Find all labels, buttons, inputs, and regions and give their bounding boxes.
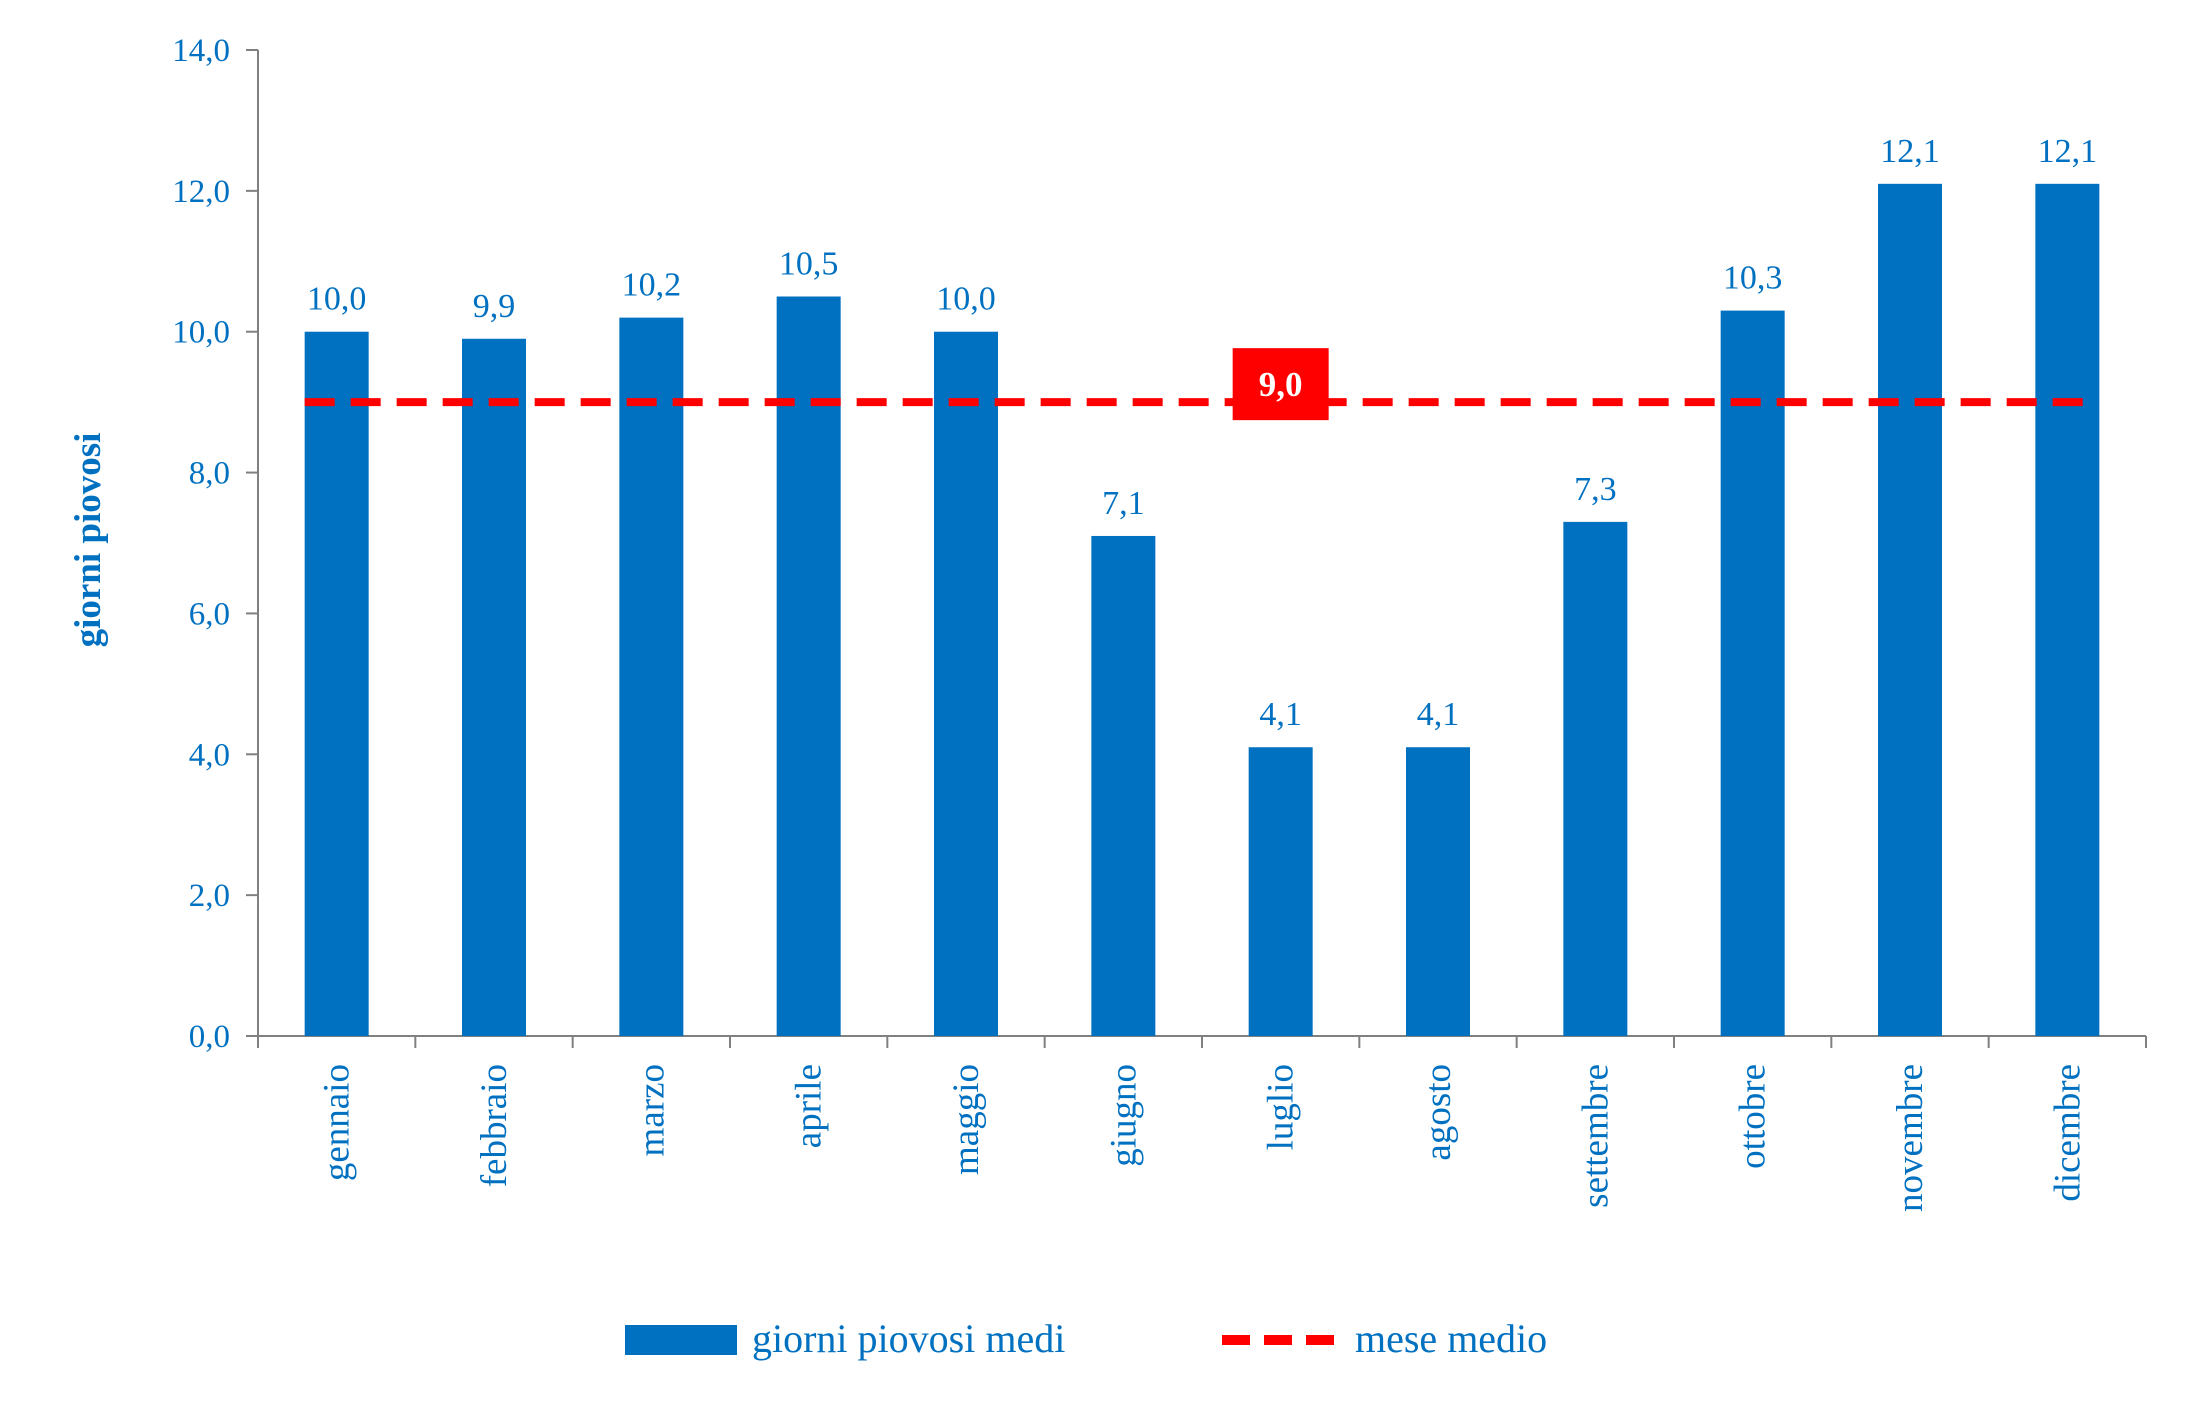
bar-value-label: 9,9: [473, 288, 516, 325]
legend-swatch-bars: [625, 1325, 737, 1355]
bar-febbraio: [462, 338, 526, 1036]
bar-value-label: 12,1: [1880, 133, 1940, 170]
y-tick-label: 0,0: [189, 1019, 230, 1055]
x-category-label: febbraio: [474, 1064, 515, 1187]
x-category-label: luglio: [1261, 1064, 1302, 1150]
bar-value-label: 10,0: [307, 281, 367, 318]
bar-value-label: 10,5: [779, 246, 839, 283]
x-category-label: novembre: [1890, 1064, 1931, 1212]
bar-ottobre: [1720, 310, 1785, 1037]
bar-value-label: 4,1: [1259, 696, 1302, 733]
bar-settembre: [1563, 521, 1628, 1036]
y-tick-label: 14,0: [172, 33, 230, 69]
x-category-label: gennaio: [317, 1064, 358, 1181]
bar-novembre: [1878, 183, 1942, 1037]
bar-value-label: 12,1: [2038, 133, 2098, 170]
legend-label-bars: giorni piovosi medi: [752, 1316, 1065, 1361]
average-value-label: 9,0: [1259, 365, 1303, 404]
bar-value-label: 7,3: [1574, 471, 1617, 508]
y-tick-label: 4,0: [189, 737, 230, 773]
y-tick-label: 2,0: [189, 878, 230, 914]
bar-luglio: [1248, 747, 1313, 1036]
x-category-label: settembre: [1575, 1064, 1616, 1208]
bar-maggio: [934, 331, 998, 1036]
y-tick-label: 8,0: [189, 456, 230, 492]
bar-giugno: [1091, 535, 1156, 1036]
x-category-label: maggio: [946, 1064, 987, 1175]
legend: giorni piovosi medi mese medio: [625, 1316, 1547, 1361]
average-value-box: [1232, 348, 1329, 421]
bar-value-label: 7,1: [1102, 485, 1145, 522]
bar-value-label: 10,0: [936, 281, 996, 318]
y-axis-title: giorni piovosi: [68, 433, 109, 648]
y-tick-label: 10,0: [172, 315, 230, 351]
x-category-label: dicembre: [2047, 1064, 2088, 1202]
bar-gennaio: [304, 331, 369, 1036]
x-category-label: giugno: [1103, 1064, 1144, 1167]
bar-aprile: [776, 296, 841, 1036]
average-line-series: 9,0: [304, 348, 2092, 421]
bar-value-label: 10,3: [1723, 260, 1783, 297]
bar-series: 10,0 9,9 10,2 10,5 10,0 7,1 4,1 4,1 7,3 10,3 12,1 1…: [304, 133, 2100, 1037]
y-tick-label: 6,0: [189, 596, 230, 632]
y-tick-label: 12,0: [172, 174, 230, 210]
x-category-label: marzo: [631, 1064, 672, 1156]
x-category-label: aprile: [789, 1064, 830, 1148]
legend-label-average: mese medio: [1355, 1316, 1547, 1361]
y-axis: giorni piovosi 0,0 2,0 4,0 6,0 8,0 10,0 12,0 14…: [68, 33, 259, 1055]
bar-dicembre: [2035, 183, 2100, 1037]
y-axis-ticks: 0,0 2,0 4,0 6,0 8,0 10,0 12,0 14,0: [172, 33, 259, 1055]
bar-marzo: [619, 317, 684, 1037]
bar-agosto: [1406, 747, 1470, 1036]
x-category-label: ottobre: [1733, 1064, 1774, 1169]
x-category-label: agosto: [1418, 1064, 1459, 1161]
bar-value-label: 4,1: [1417, 696, 1460, 733]
x-axis: gennaio febbraio marzo aprile maggio giugno lu…: [257, 1035, 2147, 1212]
bar-value-label: 10,2: [622, 267, 682, 304]
